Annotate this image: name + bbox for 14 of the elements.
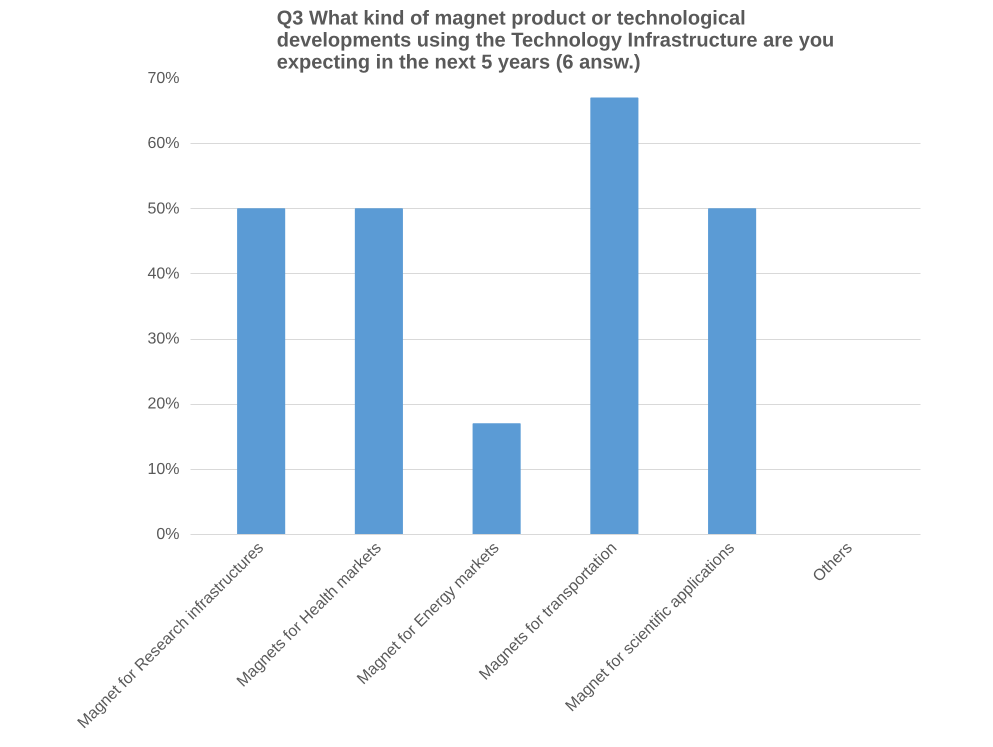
bar — [590, 98, 638, 534]
bar — [708, 208, 756, 534]
y-tick-label: 20% — [147, 396, 180, 413]
bar — [237, 208, 286, 534]
bar — [472, 423, 521, 534]
y-tick-label: 0% — [156, 526, 180, 543]
y-tick-label: 50% — [147, 200, 180, 218]
y-tick-label: 40% — [147, 265, 180, 282]
y-tick-label: 60% — [147, 135, 180, 152]
chart-title: Q3 What kind of magnet product or technological developments using the Technology Infrastructure are you expecting in the next 5 years (6 answ.) — [276, 8, 834, 74]
y-tick-label: 30% — [147, 330, 180, 348]
y-tick-label: 70% — [147, 70, 180, 87]
bar — [354, 208, 403, 534]
y-tick-label: 10% — [147, 460, 180, 478]
